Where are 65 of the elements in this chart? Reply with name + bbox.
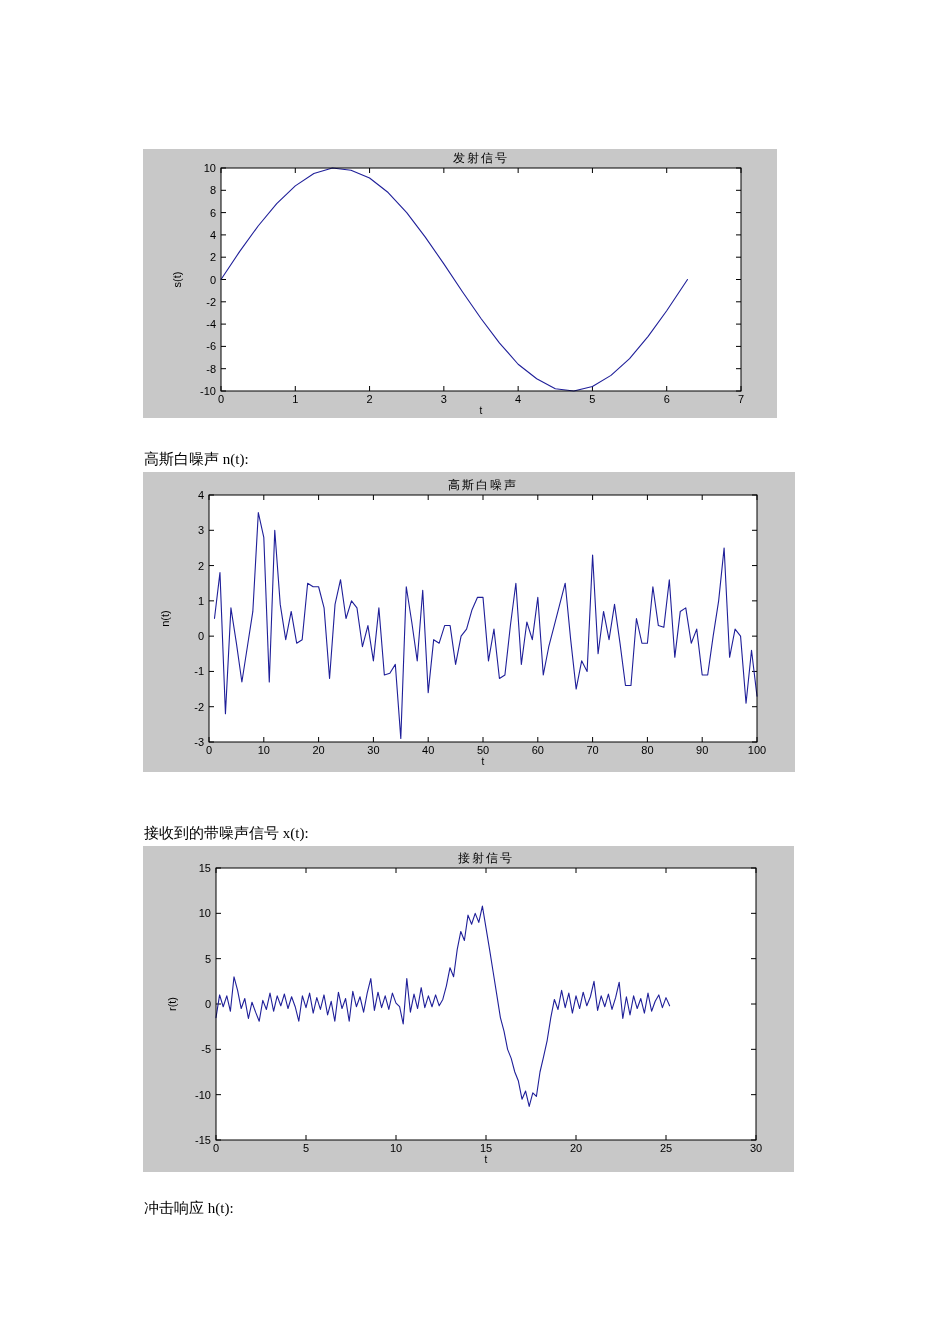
x-axis-title: t — [479, 405, 483, 416]
x-tick-label: 80 — [641, 744, 654, 756]
y-tick-label: -10 — [195, 1088, 211, 1101]
y-tick-label: -5 — [201, 1043, 211, 1056]
y-tick-label: -2 — [206, 295, 216, 308]
y-axis-title: r(t) — [166, 996, 178, 1012]
y-tick-label: 3 — [197, 524, 204, 537]
y-axis-title: n(t) — [159, 610, 171, 627]
y-tick-label: -15 — [195, 1134, 211, 1146]
x-tick-label: 50 — [476, 744, 490, 756]
y-tick-label: 15 — [198, 862, 211, 874]
x-tick-label: 25 — [659, 1142, 673, 1154]
x-tick-label: 70 — [586, 744, 599, 756]
x-tick-label: 15 — [479, 1142, 493, 1154]
x-tick-label: 5 — [302, 1142, 310, 1154]
y-tick-label: 2 — [197, 559, 204, 572]
y-tick-label: -8 — [206, 362, 216, 375]
line-series — [220, 167, 689, 392]
x-tick-label: 4 — [515, 393, 522, 405]
x-tick-label: 0 — [217, 393, 225, 405]
y-tick-label: 5 — [204, 952, 211, 965]
y-tick-label: -2 — [194, 700, 204, 713]
chart-title: 发射信号 — [453, 151, 509, 165]
x-tick-label: 30 — [749, 1142, 763, 1154]
x-tick-label: 60 — [531, 744, 544, 756]
x-tick-label: 100 — [747, 744, 767, 756]
y-tick-label: 2 — [209, 251, 216, 264]
x-tick-label: 30 — [367, 744, 380, 756]
y-tick-label: -10 — [200, 385, 216, 397]
x-tick-label: 90 — [696, 744, 709, 756]
x-tick-label: 1 — [292, 393, 299, 405]
x-tick-label: 7 — [737, 393, 745, 405]
line-series — [215, 905, 671, 1107]
y-tick-label: 10 — [203, 162, 216, 174]
y-tick-label: 0 — [209, 273, 216, 286]
x-tick-label: 20 — [312, 744, 325, 756]
line-series — [213, 512, 758, 740]
text: 高斯白噪声 n(t): — [144, 451, 249, 468]
y-tick-label: 0 — [204, 998, 211, 1010]
y-tick-label: 6 — [209, 206, 216, 219]
y-tick-label: -1 — [194, 665, 204, 678]
x-tick-label: 10 — [257, 744, 270, 756]
y-tick-label: -6 — [206, 340, 216, 353]
y-tick-label: 4 — [209, 228, 216, 241]
y-tick-label: 8 — [209, 184, 216, 197]
x-tick-label: 2 — [366, 393, 373, 405]
x-axis-title: t — [484, 1154, 488, 1165]
y-tick-label: 1 — [197, 594, 204, 607]
x-tick-label: 40 — [422, 744, 435, 756]
y-axis-title: s(t) — [171, 271, 183, 288]
x-tick-label: 5 — [589, 393, 596, 405]
x-tick-label: 10 — [389, 1142, 403, 1154]
text: 接收到的带噪声信号 x(t): — [144, 825, 309, 842]
y-tick-label: 0 — [197, 630, 204, 643]
x-axis-title: t — [481, 756, 485, 767]
y-tick-label: -3 — [194, 736, 204, 748]
y-tick-label: 10 — [198, 907, 211, 920]
y-tick-label: 4 — [197, 489, 204, 501]
x-tick-label: 3 — [440, 393, 447, 405]
chart-title: 接射信号 — [458, 851, 514, 865]
x-tick-label: 6 — [663, 393, 670, 405]
chart-title: 高斯白噪声 — [448, 478, 518, 492]
y-tick-label: -4 — [206, 318, 216, 331]
text: 冲击响应 h(t): — [144, 1200, 234, 1217]
x-tick-label: 20 — [569, 1142, 583, 1154]
